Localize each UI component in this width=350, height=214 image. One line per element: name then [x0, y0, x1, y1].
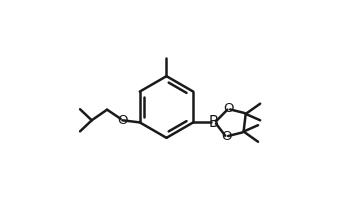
- Text: O: O: [221, 130, 232, 143]
- Text: O: O: [117, 114, 128, 127]
- Text: B: B: [209, 115, 218, 130]
- Text: O: O: [223, 102, 234, 115]
